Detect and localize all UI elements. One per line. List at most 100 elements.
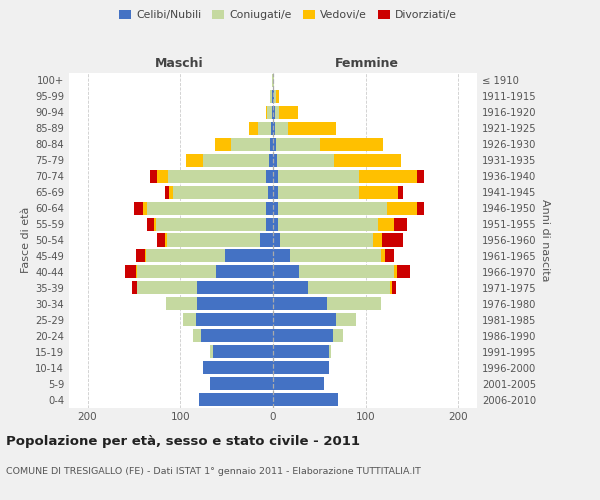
Bar: [266, 170, 273, 182]
Bar: [380, 250, 385, 262]
Bar: [203, 154, 269, 167]
Bar: [157, 170, 168, 182]
Bar: [394, 218, 407, 230]
Bar: [382, 234, 403, 246]
Bar: [149, 170, 157, 182]
Bar: [273, 186, 278, 198]
Bar: [193, 329, 200, 342]
Bar: [266, 202, 273, 214]
Bar: [417, 170, 424, 182]
Legend: Celibi/Nubili, Coniugati/e, Vedovi/e, Divorziati/e: Celibi/Nubili, Coniugati/e, Vedovi/e, Di…: [115, 6, 461, 25]
Bar: [196, 313, 273, 326]
Bar: [203, 361, 273, 374]
Y-axis label: Anni di nascita: Anni di nascita: [541, 198, 550, 281]
Bar: [378, 218, 394, 230]
Bar: [258, 122, 271, 135]
Bar: [137, 266, 215, 278]
Bar: [273, 122, 275, 135]
Text: Popolazione per età, sesso e stato civile - 2011: Popolazione per età, sesso e stato civil…: [6, 435, 360, 448]
Bar: [273, 361, 329, 374]
Bar: [275, 122, 288, 135]
Bar: [398, 186, 403, 198]
Text: COMUNE DI TRESIGALLO (FE) - Dati ISTAT 1° gennaio 2011 - Elaborazione TUTTITALIA: COMUNE DI TRESIGALLO (FE) - Dati ISTAT 1…: [6, 468, 421, 476]
Bar: [266, 218, 273, 230]
Bar: [273, 106, 275, 119]
Bar: [273, 282, 308, 294]
Text: Femmine: Femmine: [335, 57, 399, 70]
Bar: [273, 170, 278, 182]
Bar: [373, 234, 382, 246]
Bar: [270, 138, 273, 151]
Bar: [394, 266, 397, 278]
Bar: [390, 282, 392, 294]
Text: Maschi: Maschi: [155, 57, 203, 70]
Bar: [164, 186, 169, 198]
Bar: [197, 282, 273, 294]
Bar: [329, 345, 331, 358]
Bar: [197, 298, 273, 310]
Bar: [136, 266, 137, 278]
Bar: [173, 186, 268, 198]
Bar: [274, 90, 276, 103]
Bar: [273, 138, 276, 151]
Bar: [125, 266, 136, 278]
Bar: [273, 202, 278, 214]
Bar: [275, 106, 280, 119]
Bar: [183, 313, 196, 326]
Bar: [359, 170, 417, 182]
Bar: [225, 250, 273, 262]
Bar: [272, 90, 273, 103]
Bar: [268, 186, 273, 198]
Bar: [273, 74, 274, 87]
Bar: [280, 234, 373, 246]
Bar: [333, 329, 343, 342]
Bar: [273, 218, 278, 230]
Bar: [278, 202, 387, 214]
Bar: [199, 393, 273, 406]
Bar: [308, 282, 390, 294]
Bar: [276, 138, 320, 151]
Bar: [273, 298, 327, 310]
Bar: [271, 122, 273, 135]
Bar: [147, 202, 266, 214]
Y-axis label: Fasce di età: Fasce di età: [21, 207, 31, 273]
Bar: [186, 154, 203, 167]
Bar: [143, 202, 147, 214]
Bar: [270, 90, 272, 103]
Bar: [146, 250, 225, 262]
Bar: [278, 170, 359, 182]
Bar: [336, 313, 356, 326]
Bar: [249, 122, 258, 135]
Bar: [210, 345, 213, 358]
Bar: [215, 266, 273, 278]
Bar: [397, 266, 410, 278]
Bar: [288, 122, 336, 135]
Bar: [273, 154, 277, 167]
Bar: [392, 282, 397, 294]
Bar: [266, 106, 268, 119]
Bar: [273, 90, 274, 103]
Bar: [334, 154, 401, 167]
Bar: [273, 250, 290, 262]
Bar: [272, 106, 273, 119]
Bar: [166, 234, 167, 246]
Bar: [166, 298, 197, 310]
Bar: [260, 234, 273, 246]
Bar: [320, 138, 383, 151]
Bar: [134, 202, 143, 214]
Bar: [385, 250, 394, 262]
Bar: [327, 298, 380, 310]
Bar: [154, 218, 156, 230]
Bar: [273, 266, 299, 278]
Bar: [156, 218, 266, 230]
Bar: [215, 138, 231, 151]
Bar: [145, 250, 146, 262]
Bar: [278, 218, 378, 230]
Bar: [268, 106, 272, 119]
Bar: [278, 186, 359, 198]
Bar: [137, 282, 197, 294]
Bar: [273, 234, 280, 246]
Bar: [157, 234, 166, 246]
Bar: [273, 377, 324, 390]
Bar: [387, 202, 417, 214]
